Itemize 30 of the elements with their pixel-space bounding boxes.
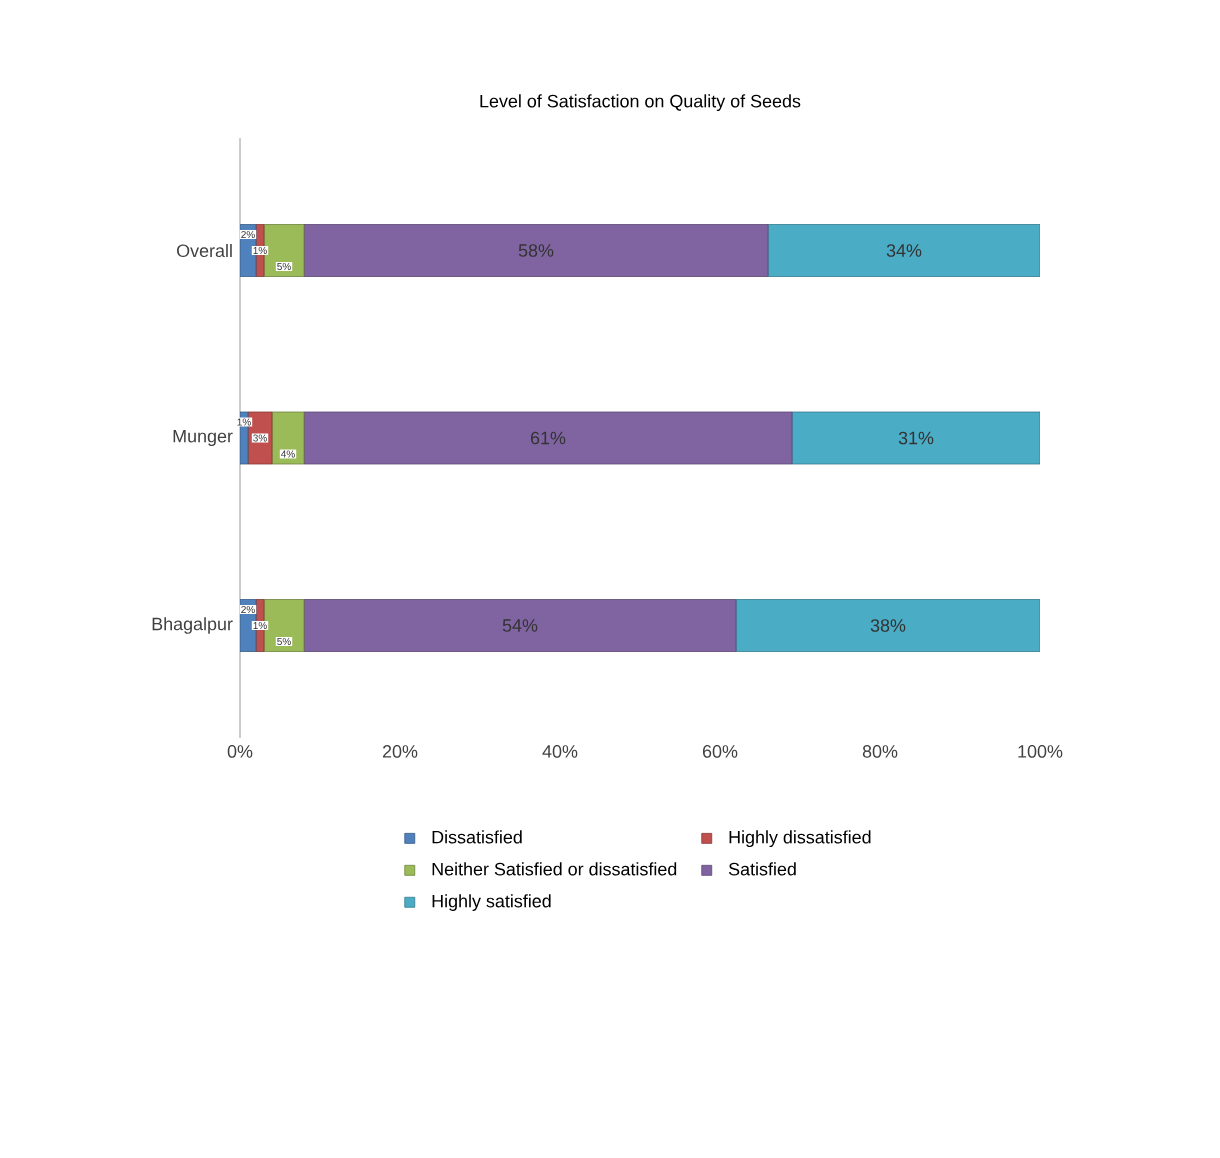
legend-label: Highly dissatisfied <box>729 830 871 848</box>
data-label: 54% <box>502 619 538 632</box>
y-tick-label: Bhagalpur <box>152 617 233 634</box>
x-tick-label: 0% <box>227 745 253 758</box>
bar <box>263 599 305 652</box>
x-tick-label: 40% <box>542 745 578 758</box>
bar <box>271 411 305 465</box>
data-label: 31% <box>898 431 934 445</box>
bar <box>767 224 1041 277</box>
data-label: 38% <box>870 619 906 632</box>
y-tick-label: Munger <box>173 429 233 447</box>
data-label: 58% <box>518 244 554 257</box>
legend-label: Highly satisfied <box>432 894 551 911</box>
data-label: 34% <box>886 244 922 257</box>
bar <box>303 599 737 652</box>
chart-title: Level of Satisfaction on Quality of Seeds <box>480 94 801 111</box>
data-label: 61% <box>530 431 566 445</box>
y-tick-label: Overall <box>177 243 232 258</box>
x-tick-label: 100% <box>1018 745 1063 758</box>
x-tick-label: 80% <box>862 745 898 758</box>
legend-label: Dissatisfied <box>432 830 522 844</box>
legend-label: Neither Satisfied or dissatisfied <box>432 862 677 876</box>
bar <box>791 411 1041 465</box>
x-tick-label: 20% <box>382 745 418 758</box>
x-tick-label: 60% <box>702 745 738 758</box>
legend-label: Satisfied <box>728 862 796 876</box>
bar <box>303 411 793 465</box>
bar <box>263 224 305 277</box>
bar <box>303 224 769 277</box>
bar <box>735 599 1041 652</box>
